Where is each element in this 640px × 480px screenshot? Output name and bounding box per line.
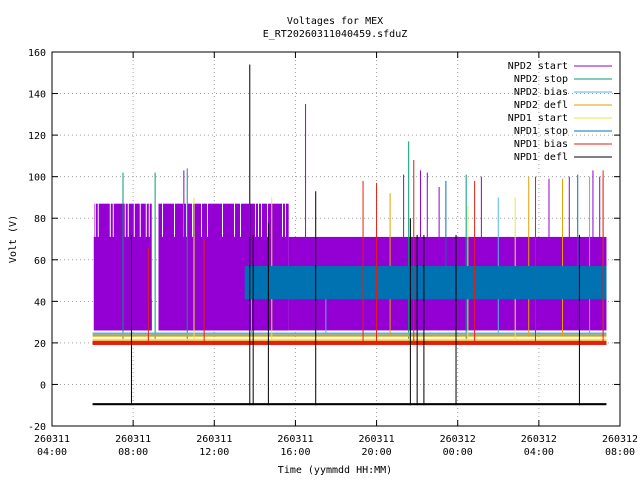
legend-label: NPD1 stop (514, 126, 568, 137)
series-band (92, 403, 607, 406)
series-band (92, 340, 607, 345)
x-tick-label-time: 12:00 (199, 447, 229, 458)
series-npd1-defl (92, 64, 607, 406)
y-tick-label: 40 (34, 297, 46, 308)
y-tick-label: 140 (28, 90, 46, 101)
legend-label: NPD2 start (508, 61, 568, 72)
legend: NPD2 start NPD2 stop NPD2 bias NPD2 defl NPD… (508, 61, 612, 163)
x-tick-label-time: 00:00 (443, 447, 473, 458)
y-tick-label: 100 (28, 173, 46, 184)
chart-subtitle: E_RT20260311040459.sfduZ (263, 29, 408, 40)
chart-title: Voltages for MEX (287, 16, 383, 27)
legend-label: NPD1 start (508, 113, 568, 124)
x-axis-label: Time (yymmdd HH:MM) (278, 465, 392, 476)
x-tick-label-time: 20:00 (362, 447, 392, 458)
x-tick-label-date: 260312 (521, 434, 557, 445)
y-tick-label: 160 (28, 48, 46, 59)
y-tick-label: 0 (40, 380, 46, 391)
y-tick-label: 60 (34, 256, 46, 267)
x-tick-label-date: 260311 (277, 434, 313, 445)
series-band (92, 334, 607, 337)
x-tick-label-date: 260312 (440, 434, 476, 445)
x-tick-label-time: 16:00 (280, 447, 310, 458)
series-npd1-stop (244, 174, 607, 300)
x-tick-label-time: 08:00 (605, 447, 635, 458)
legend-label: NPD2 stop (514, 74, 568, 85)
x-tick-label-date: 260311 (115, 434, 151, 445)
x-tick-label-time: 08:00 (118, 447, 148, 458)
legend-label: NPD1 bias (514, 139, 568, 150)
y-axis-label: Volt (V) (8, 215, 19, 263)
x-tick-label-time: 04:00 (524, 447, 554, 458)
x-tick-label-date: 260311 (34, 434, 70, 445)
series-npd2-stop (122, 141, 467, 343)
legend-label: NPD2 defl (514, 100, 568, 111)
y-tick-label: 20 (34, 339, 46, 350)
x-tick-label-date: 260311 (359, 434, 395, 445)
x-tick-label-date: 260312 (602, 434, 638, 445)
axis-ticks: -20 0 20 40 60 80 100 120 140 160 260311 04:00 26031… (28, 48, 638, 458)
series-npd1-bias (92, 160, 607, 345)
x-tick-label-date: 260311 (196, 434, 232, 445)
plot-frame (51, 51, 621, 427)
legend-label: NPD1 defl (514, 152, 568, 163)
series-layer (92, 64, 607, 406)
y-tick-label: 80 (34, 214, 46, 225)
series-band (92, 338, 607, 341)
series-band (244, 266, 607, 300)
legend-label: NPD2 bias (514, 87, 568, 98)
y-tick-label: 120 (28, 131, 46, 142)
series-band (92, 332, 607, 335)
series-band (158, 299, 289, 331)
x-tick-label-time: 04:00 (37, 447, 67, 458)
y-tick-label: -20 (28, 422, 46, 433)
